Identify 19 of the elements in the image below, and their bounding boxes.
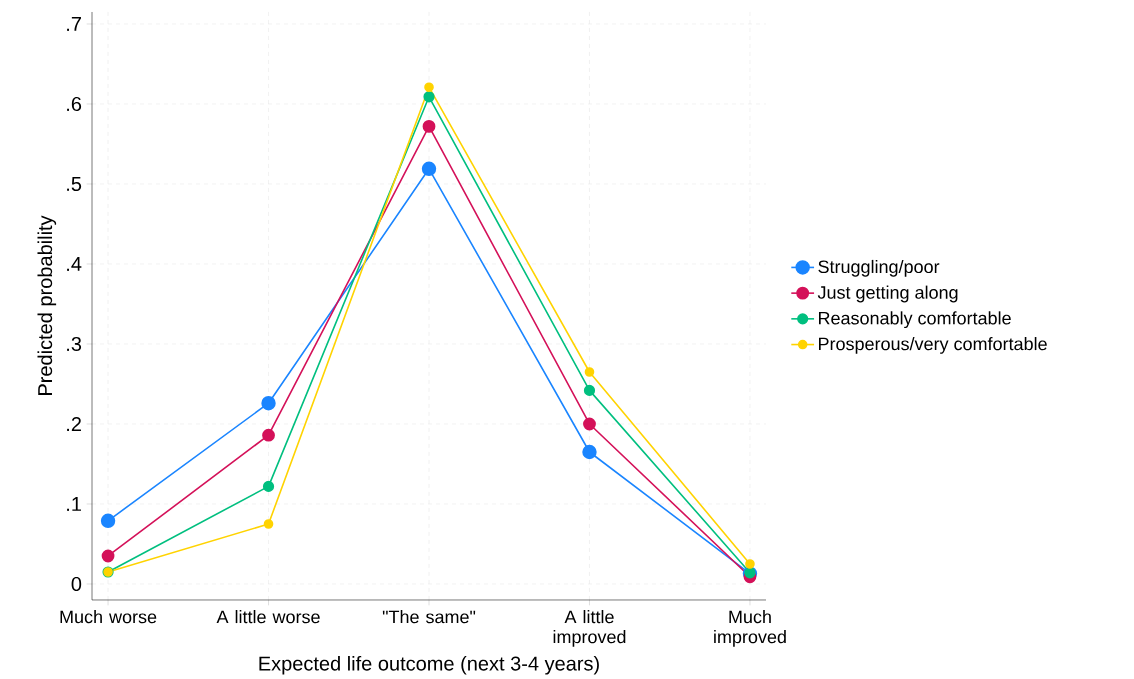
x-tick-label: Much worse [60, 610, 157, 624]
x-tick-label: "The same" [382, 610, 476, 624]
x-tick-label: A little improved [553, 610, 626, 647]
x-tick-label: Much improved [714, 610, 786, 647]
y-tick-label: .4 [67, 257, 82, 271]
y-tick-label: .6 [67, 96, 82, 112]
y-tick-label: .5 [67, 177, 82, 191]
x-axis-title: Expected life outcome (next 3-4 years) [259, 655, 599, 675]
y-tick-label: 0 [71, 576, 82, 592]
legend-label: Reasonably comfortable [819, 311, 1011, 329]
legend-label: Prosperous/very comfortable [819, 337, 1047, 354]
legend-label: Just getting along [817, 285, 958, 303]
y-tick-label: .7 [67, 17, 81, 31]
y-tick-label: .2 [67, 416, 81, 431]
x-tick-label: A little worse [216, 610, 320, 624]
legend-label: Struggling/poor [818, 259, 940, 277]
y-tick-label: .1 [67, 497, 81, 511]
y-axis-title: Predicted probability [37, 215, 57, 395]
y-tick-label: .3 [67, 336, 82, 352]
